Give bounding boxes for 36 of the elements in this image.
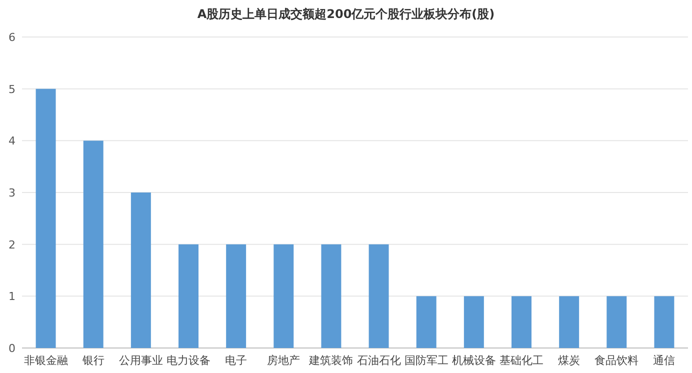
x-tick-label: 国防军工 bbox=[404, 354, 448, 367]
y-tick-label: 2 bbox=[8, 238, 16, 252]
x-tick-label: 通信 bbox=[653, 354, 676, 367]
x-tick-label: 非银金融 bbox=[24, 354, 68, 367]
y-tick-label: 0 bbox=[8, 342, 16, 355]
bar bbox=[36, 88, 56, 348]
bar bbox=[416, 296, 436, 348]
bar bbox=[464, 296, 484, 348]
bar bbox=[130, 192, 151, 348]
bar bbox=[321, 244, 342, 348]
x-tick-label: 煤炭 bbox=[558, 354, 580, 367]
x-tick-label: 房地产 bbox=[267, 354, 300, 367]
x-tick-label: 食品饮料 bbox=[594, 354, 639, 367]
x-tick-label: 银行 bbox=[81, 354, 104, 367]
x-tick-label: 建筑装饰 bbox=[308, 354, 354, 367]
bar bbox=[226, 244, 246, 348]
bar bbox=[559, 296, 580, 348]
bar bbox=[83, 140, 104, 348]
x-tick-label: 机械设备 bbox=[452, 354, 496, 367]
x-tick-label: 电子 bbox=[225, 354, 248, 367]
y-tick-label: 1 bbox=[8, 290, 16, 304]
x-tick-label: 公用事业 bbox=[118, 354, 163, 367]
x-tick-label: 石油石化 bbox=[356, 354, 401, 367]
y-tick-label: 6 bbox=[8, 31, 16, 44]
x-tick-label: 基础化工 bbox=[500, 354, 544, 367]
y-tick-label: 4 bbox=[8, 134, 16, 148]
x-tick-label: 电力设备 bbox=[166, 354, 210, 367]
y-tick-label: 5 bbox=[8, 82, 16, 96]
y-tick-label: 3 bbox=[8, 186, 16, 200]
bar bbox=[606, 296, 627, 348]
bar bbox=[654, 296, 674, 348]
bar bbox=[368, 244, 389, 348]
bar bbox=[512, 296, 532, 348]
chart-title: A股历史上单日成交额超200亿元个股行业板块分布(股) bbox=[197, 7, 495, 21]
bar bbox=[178, 244, 198, 348]
bar bbox=[274, 244, 294, 348]
